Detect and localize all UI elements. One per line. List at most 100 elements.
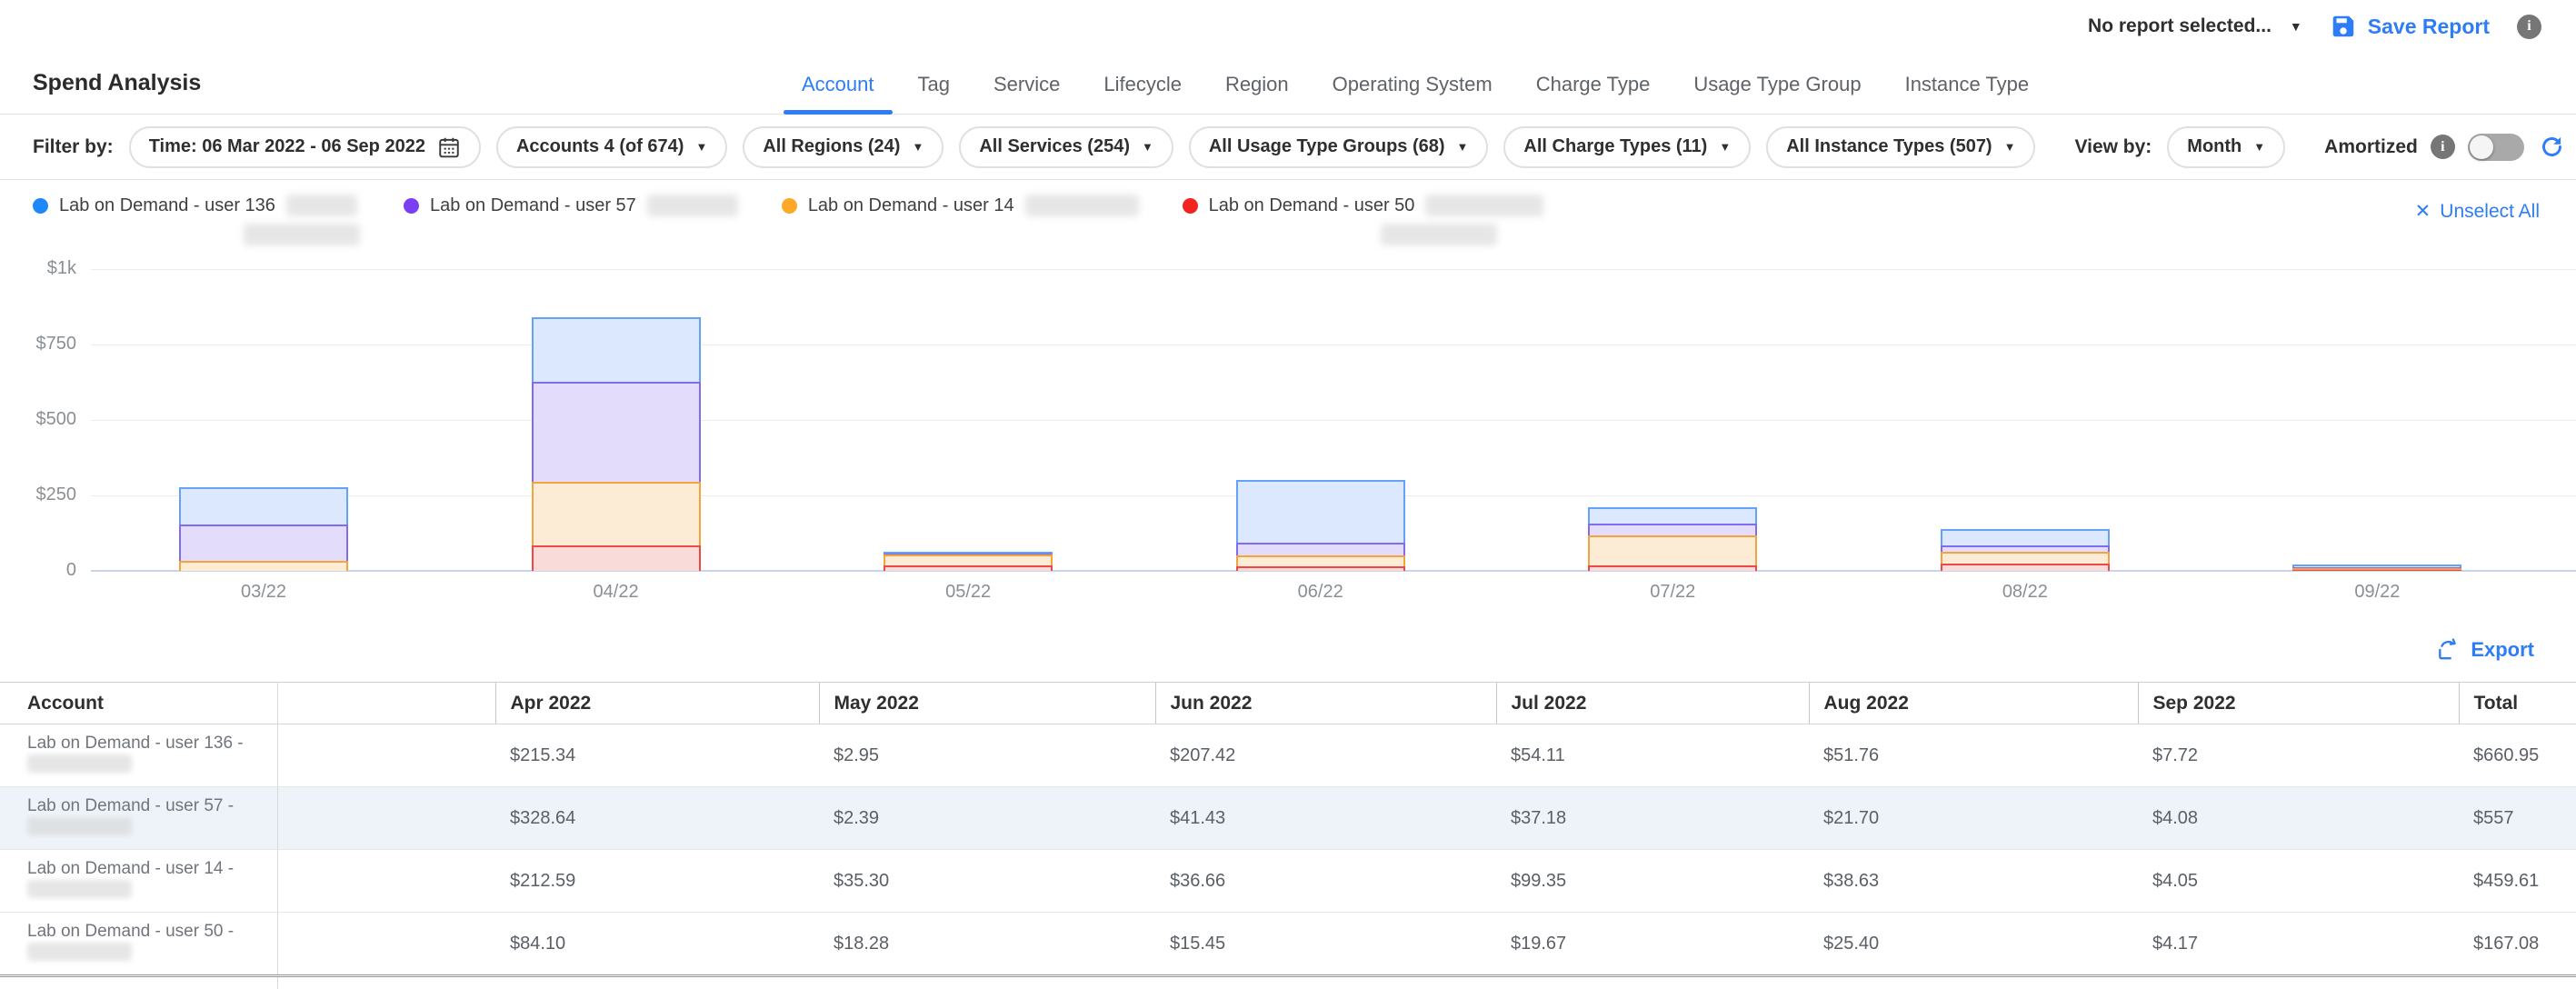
bar-segment-lab-on-demand-user-136-07-22[interactable] xyxy=(1588,507,1758,524)
y-axis-label: $750 xyxy=(35,334,77,354)
account-cell: Lab on Demand - user 57 - xyxy=(0,786,278,850)
filter-pill-label: Accounts 4 (of 674) xyxy=(515,136,684,156)
bar-segment-lab-on-demand-user-14-07-22[interactable] xyxy=(1588,534,1758,565)
bar-segment-lab-on-demand-user-14-09-22[interactable] xyxy=(2292,567,2462,570)
table-row-lab-on-demand-user-14: Lab on Demand - user 14 - $212.59 $35.30 $3… xyxy=(0,849,2576,913)
table-row-lab-on-demand-user-136: Lab on Demand - user 136 - $215.34 $2.95 $2… xyxy=(0,724,2576,787)
filter-pill-all-instance-types[interactable]: All Instance Types (507) ▼ xyxy=(1766,125,2036,168)
value-cell: $84.10 xyxy=(495,912,819,976)
bar-segment-lab-on-demand-user-57-04-22[interactable] xyxy=(531,382,701,482)
spend-chart: $1k $750 $500 $250 0 03/22 04/22 05/22 06/22 07/2… xyxy=(0,256,2576,616)
bar-segment-lab-on-demand-user-136-09-22[interactable] xyxy=(2292,564,2462,567)
view-by-month-pill[interactable]: Month ▼ xyxy=(2167,125,2286,168)
bar-segment-lab-on-demand-user-50-09-22[interactable] xyxy=(2292,569,2462,571)
redacted-text xyxy=(1380,224,1497,245)
legend-dot xyxy=(781,197,797,214)
x-axis-label: 05/22 xyxy=(945,582,992,602)
tab-lifecycle[interactable]: Lifecycle xyxy=(1103,73,1182,95)
filter-pill-all-regions[interactable]: All Regions (24) ▼ xyxy=(743,125,944,168)
filter-pills: Time: 06 Mar 2022 - 06 Sep 2022 Accounts … xyxy=(128,125,2036,168)
tab-service[interactable]: Service xyxy=(993,73,1061,95)
value-cell: $4.08 xyxy=(2138,786,2459,850)
value-cell: $51.76 xyxy=(1809,724,2138,787)
bar-segment-lab-on-demand-user-14-03-22[interactable] xyxy=(179,561,348,571)
legend-item-lab-on-demand-user-57[interactable]: Lab on Demand - user 57 xyxy=(404,195,738,216)
value-cell: $557 xyxy=(2459,786,2576,850)
chevron-down-icon: ▼ xyxy=(912,140,924,154)
tab-operating-system[interactable]: Operating System xyxy=(1332,73,1493,95)
y-axis-label: $1k xyxy=(46,258,76,278)
amortized-toggle[interactable] xyxy=(2467,133,2524,161)
bar-segment-lab-on-demand-user-50-07-22[interactable] xyxy=(1588,564,1758,571)
table-header-row: Account Apr 2022 May 2022 Jun 2022 Jul 2022 A… xyxy=(0,682,2576,724)
filter-pill-accounts-4[interactable]: Accounts 4 (of 674) ▼ xyxy=(495,125,728,168)
tab-usage-type-group[interactable]: Usage Type Group xyxy=(1693,73,1862,95)
save-report-button[interactable]: Save Report xyxy=(2330,13,2490,40)
unselect-all-button[interactable]: ✕ Unselect All xyxy=(2415,200,2540,223)
redacted-text xyxy=(27,754,132,773)
x-axis-label: 06/22 xyxy=(1297,582,1343,602)
bar-segment-lab-on-demand-user-14-04-22[interactable] xyxy=(531,481,701,546)
tab-region[interactable]: Region xyxy=(1224,73,1289,95)
value-cell: $36.66 xyxy=(1155,849,1496,913)
bar-segment-lab-on-demand-user-14-08-22[interactable] xyxy=(1940,551,2110,564)
value-cell: $99.35 xyxy=(1496,849,1809,913)
tab-charge-type[interactable]: Charge Type xyxy=(1535,73,1651,95)
bar-segment-lab-on-demand-user-50-06-22[interactable] xyxy=(1235,565,1405,571)
legend-row: Lab on Demand - user 136 Lab on Demand - … xyxy=(0,180,2576,256)
total-label-cell: Total xyxy=(0,974,278,989)
save-report-label: Save Report xyxy=(2367,14,2490,38)
filter-pill-time[interactable]: Time: 06 Mar 2022 - 06 Sep 2022 xyxy=(128,125,481,168)
column-header-sep-2022: Sep 2022 xyxy=(2137,682,2459,724)
spacer-cell xyxy=(277,974,495,989)
filter-pill-all-charge-types[interactable]: All Charge Types (11) ▼ xyxy=(1503,125,1752,168)
legend-label: Lab on Demand - user 57 xyxy=(430,195,636,215)
view-by-label: View by: xyxy=(2074,135,2152,157)
x-axis-label: 09/22 xyxy=(2354,582,2401,602)
info-icon[interactable]: i xyxy=(2430,135,2455,159)
info-icon[interactable]: i xyxy=(2517,14,2541,39)
total-value-cell: $840.67 xyxy=(495,974,819,989)
filter-pill-label: All Instance Types (507) xyxy=(1786,136,1992,156)
column-header-jul-2022: Jul 2022 xyxy=(1495,682,1809,724)
amortized-label: Amortized xyxy=(2324,135,2418,157)
bar-segment-lab-on-demand-user-14-06-22[interactable] xyxy=(1235,554,1405,566)
legend-item-lab-on-demand-user-14[interactable]: Lab on Demand - user 14 xyxy=(781,195,1139,216)
bar-segment-lab-on-demand-user-50-05-22[interactable] xyxy=(884,564,1053,571)
filter-pill-all-services[interactable]: All Services (254) ▼ xyxy=(959,125,1173,168)
legend-item-lab-on-demand-user-136[interactable]: Lab on Demand - user 136 xyxy=(33,195,360,250)
bar-segment-lab-on-demand-user-136-03-22[interactable] xyxy=(179,487,348,524)
tab-instance-type[interactable]: Instance Type xyxy=(1904,73,2030,95)
report-selector[interactable]: No report selected... ▼ xyxy=(2088,15,2302,37)
value-cell: $4.05 xyxy=(2138,849,2459,913)
bar-segment-lab-on-demand-user-57-06-22[interactable] xyxy=(1235,542,1405,555)
legend-item-lab-on-demand-user-50[interactable]: Lab on Demand - user 50 xyxy=(1182,195,1544,250)
bar-segment-lab-on-demand-user-50-08-22[interactable] xyxy=(1940,563,2110,571)
reset-filters-button[interactable]: Reset Filters xyxy=(2540,124,2576,171)
bar-segment-lab-on-demand-user-136-06-22[interactable] xyxy=(1235,480,1405,543)
bar-segment-lab-on-demand-user-136-05-22[interactable] xyxy=(884,552,1053,554)
value-cell: $54.11 xyxy=(1496,724,1809,787)
value-cell: $19.67 xyxy=(1496,912,1809,976)
total-value-cell: $300.95 xyxy=(1155,974,1496,989)
bar-segment-lab-on-demand-user-57-09-22[interactable] xyxy=(2292,566,2462,569)
bar-segment-lab-on-demand-user-14-05-22[interactable] xyxy=(884,554,1053,565)
legend-item-line xyxy=(33,224,360,250)
bar-segment-lab-on-demand-user-50-04-22[interactable] xyxy=(531,545,701,571)
filter-bar: Filter by: Time: 06 Mar 2022 - 06 Sep 20… xyxy=(0,115,2576,180)
bar-segment-lab-on-demand-user-136-04-22[interactable] xyxy=(531,316,701,383)
toggle-knob xyxy=(2469,135,2493,159)
value-cell: $2.39 xyxy=(819,786,1155,850)
tab-account[interactable]: Account xyxy=(780,56,896,115)
account-name: Lab on Demand - user 50 - xyxy=(27,922,235,941)
bar-segment-lab-on-demand-user-57-08-22[interactable] xyxy=(1940,544,2110,552)
bar-segment-lab-on-demand-user-136-08-22[interactable] xyxy=(1940,529,2110,545)
report-selector-label: No report selected... xyxy=(2088,15,2271,36)
export-button[interactable]: Export xyxy=(2436,638,2534,662)
bar-segment-lab-on-demand-user-57-07-22[interactable] xyxy=(1588,524,1758,535)
y-axis-label: $250 xyxy=(35,485,77,504)
filter-pill-all-usage-type-groups[interactable]: All Usage Type Groups (68) ▼ xyxy=(1188,125,1489,168)
tab-tag[interactable]: Tag xyxy=(917,73,950,95)
bar-segment-lab-on-demand-user-57-03-22[interactable] xyxy=(179,524,348,561)
value-cell: $660.95 xyxy=(2459,724,2576,787)
